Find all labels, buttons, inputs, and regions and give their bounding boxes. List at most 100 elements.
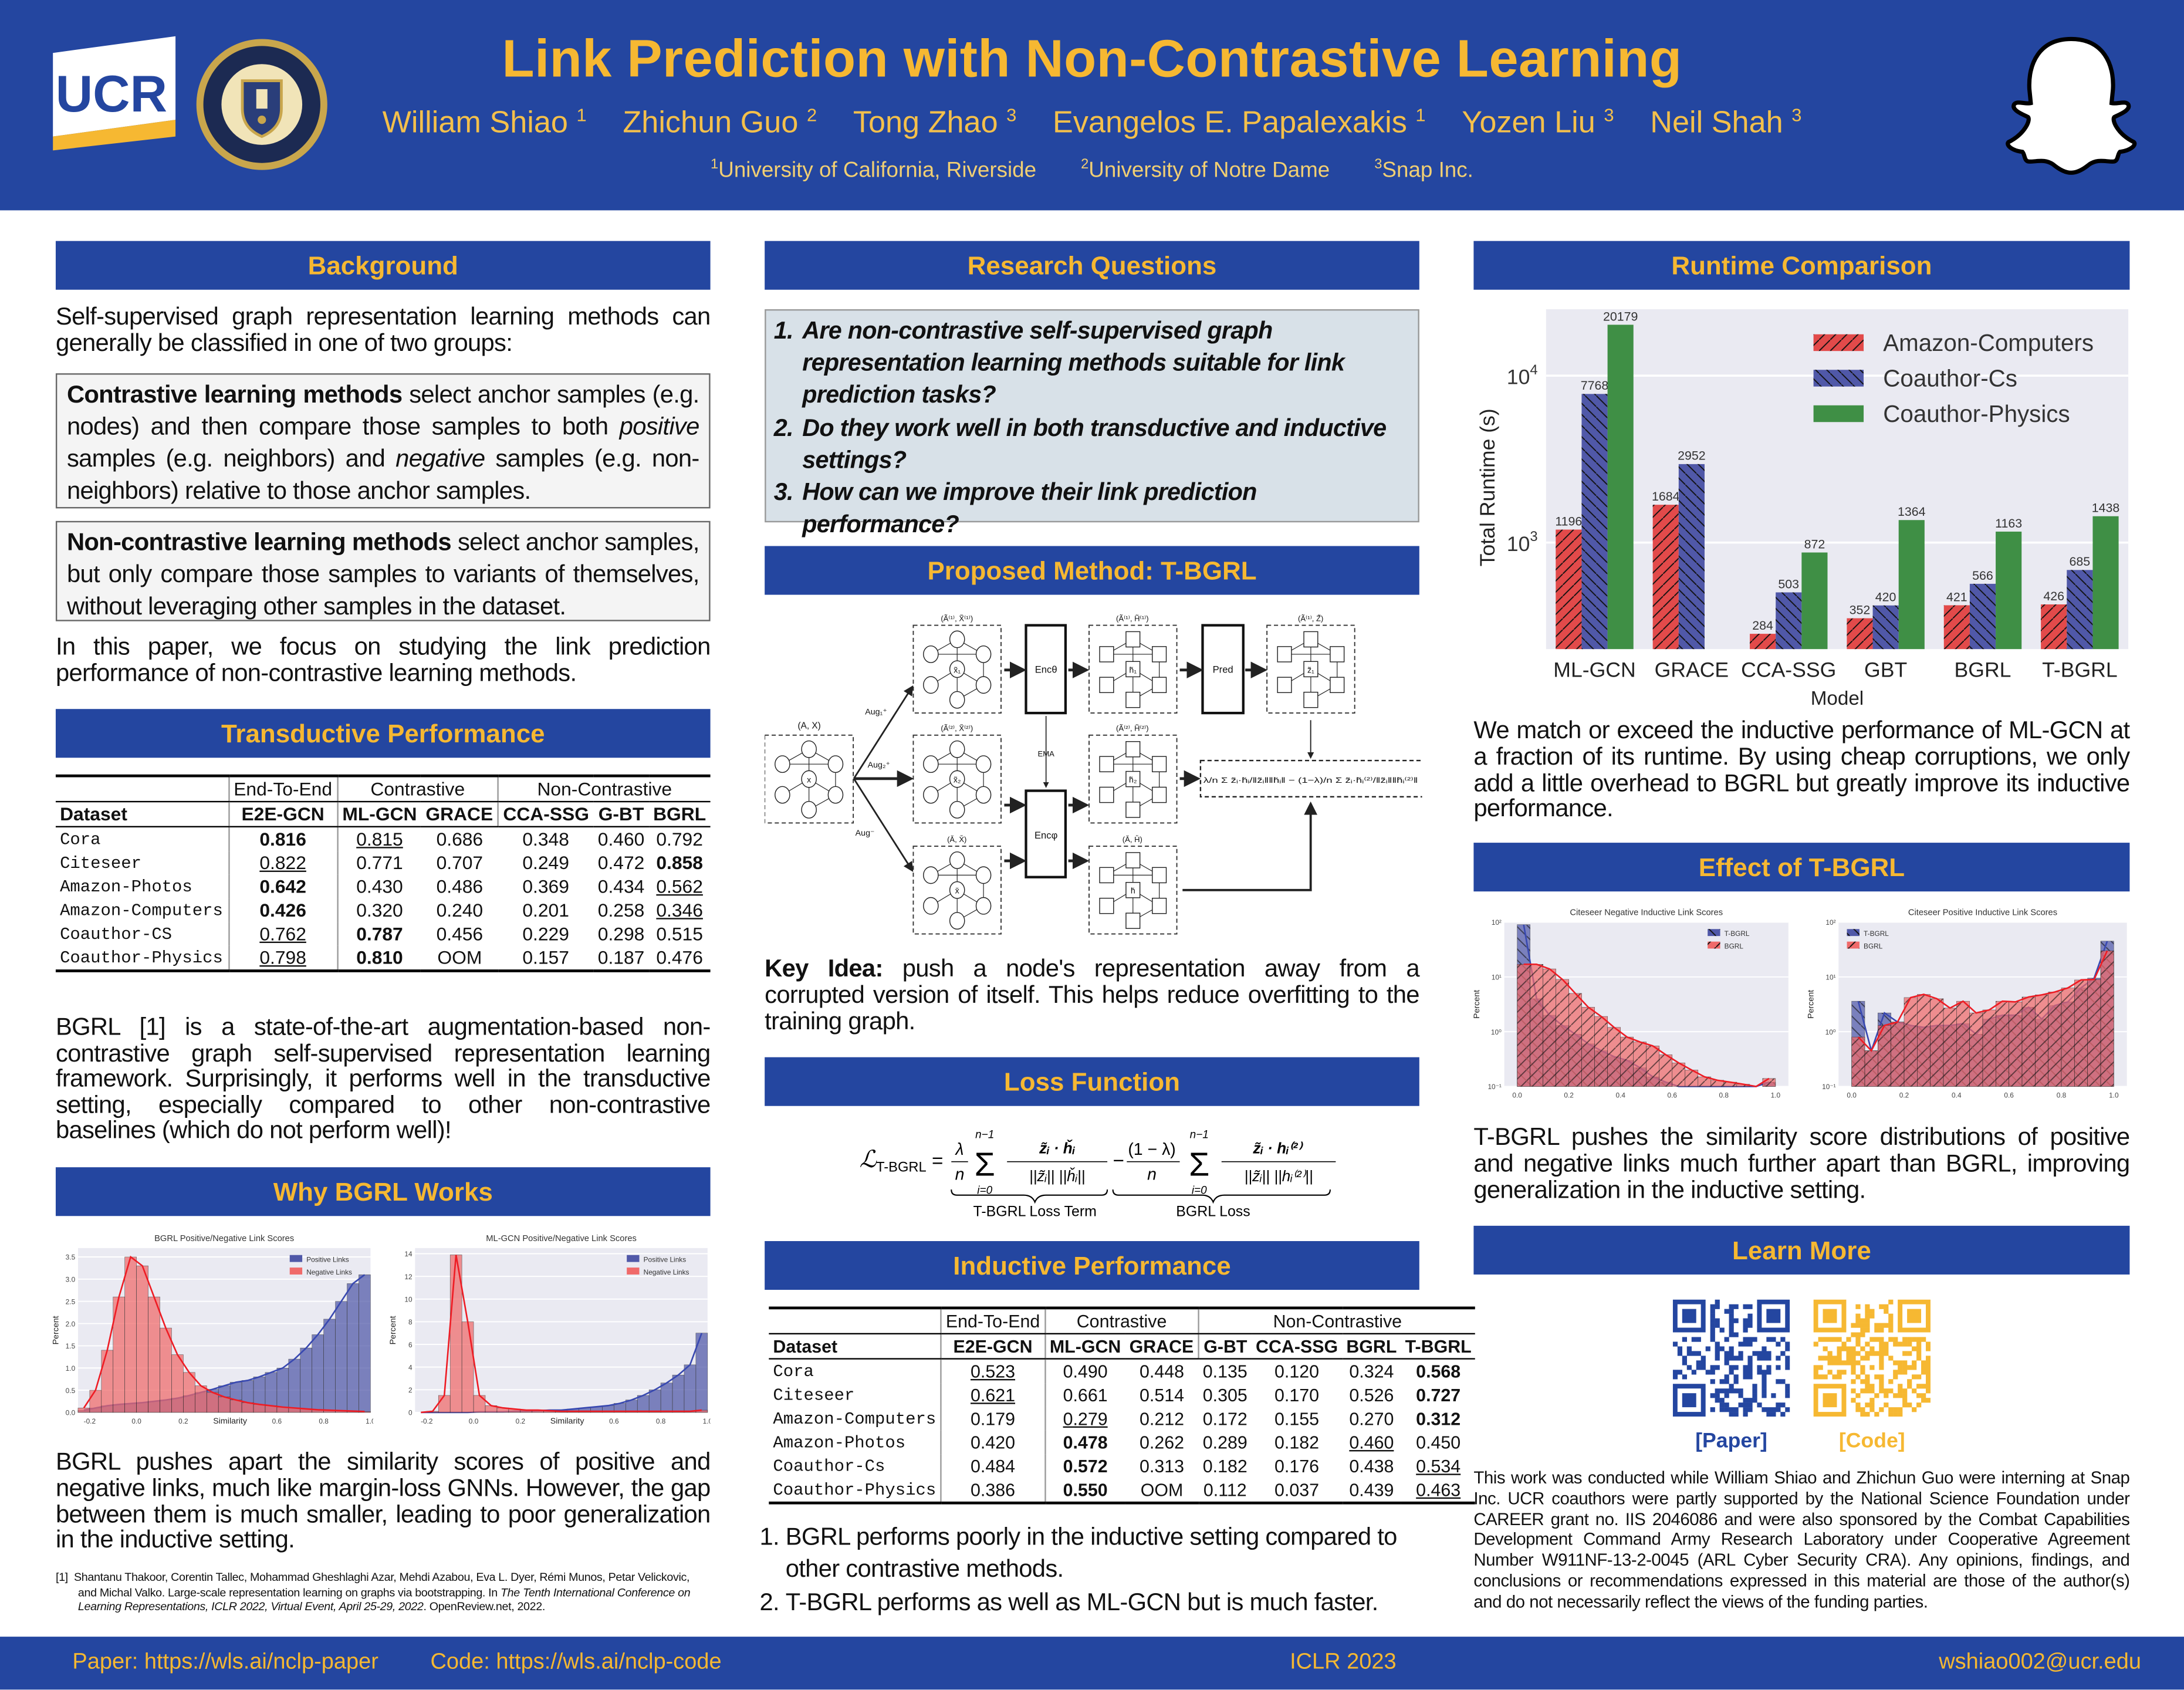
qr-module xyxy=(1766,1412,1771,1417)
qr-module xyxy=(1841,1360,1847,1365)
legend-swatch-hatch xyxy=(1813,334,1864,351)
qr-module xyxy=(1865,1379,1870,1384)
qr-module xyxy=(1729,1318,1734,1323)
email-link[interactable]: wshiao002@ucr.edu xyxy=(1939,1650,2141,1675)
qr-module xyxy=(1916,1384,1922,1389)
qr-module xyxy=(1827,1337,1833,1342)
code-link-label[interactable]: [Code] xyxy=(1838,1429,1905,1453)
qr-module xyxy=(1710,1407,1715,1412)
qr-module xyxy=(1710,1304,1715,1309)
diagram-label: (Ã⁽²⁾, H̃⁽²⁾) xyxy=(1116,724,1149,733)
notre-dame-seal xyxy=(196,39,327,170)
affiliation-name: University of Notre Dame xyxy=(1088,158,1330,182)
qr-module xyxy=(1682,1374,1688,1380)
qr-module xyxy=(1855,1323,1861,1328)
eq-coef: (1 − λ) xyxy=(1128,1140,1175,1159)
histogram-bar xyxy=(124,1256,137,1413)
qr-module xyxy=(1724,1309,1729,1314)
qr-module xyxy=(1907,1341,1912,1347)
qr-module xyxy=(1912,1365,1917,1370)
legend-label: T-BGRL xyxy=(1864,930,1889,938)
x-tick-label: 1.0 xyxy=(1771,1091,1781,1099)
qr-module xyxy=(1691,1337,1696,1342)
author: Evangelos E. Papalexakis 1 xyxy=(1053,104,1426,139)
qr-module xyxy=(1888,1379,1894,1384)
qr-module xyxy=(1747,1304,1753,1309)
legend-swatch xyxy=(627,1255,640,1262)
qr-module xyxy=(1729,1327,1734,1333)
qr-module xyxy=(1898,1360,1903,1365)
graph-node xyxy=(949,912,965,930)
table-column-header: ML-GCN xyxy=(336,802,421,827)
qr-module xyxy=(1780,1337,1786,1342)
qr-module xyxy=(1780,1412,1786,1417)
eq-coef: n xyxy=(1147,1165,1157,1184)
histogram-bar-hatch xyxy=(1904,997,1918,1087)
score-cell: 0.450 xyxy=(1416,1432,1461,1453)
legend-label: Positive Links xyxy=(644,1256,687,1264)
qr-module xyxy=(1837,1374,1842,1380)
qr-module xyxy=(1865,1309,1870,1314)
paper-link-label[interactable]: [Paper] xyxy=(1695,1429,1767,1453)
histogram-bar xyxy=(229,1400,242,1413)
qr-module xyxy=(1733,1407,1739,1412)
score-cell: 0.279 xyxy=(1044,1407,1125,1431)
qr-module xyxy=(1715,1299,1720,1304)
qr-module xyxy=(1785,1384,1790,1389)
qr-module xyxy=(1710,1309,1715,1314)
qr-module xyxy=(1888,1327,1894,1333)
ucr-logo: UCR xyxy=(53,36,176,151)
qr-module xyxy=(1813,1365,1818,1370)
code-link[interactable]: Code: https://wls.ai/nclp-code xyxy=(430,1650,722,1675)
qr-module xyxy=(1762,1351,1767,1356)
qr-module xyxy=(1912,1360,1917,1365)
score-cell: 0.187 xyxy=(593,945,649,972)
qr-module xyxy=(1762,1407,1767,1412)
qr-module xyxy=(1776,1407,1781,1412)
qr-module xyxy=(1879,1374,1884,1380)
qr-module xyxy=(1893,1370,1898,1375)
qr-module xyxy=(1710,1379,1715,1384)
qr-module xyxy=(1710,1370,1715,1375)
y-tick-label: 14 xyxy=(404,1250,413,1258)
y-tick-label: 104 xyxy=(1507,363,1538,389)
y-tick-label: 10¹ xyxy=(1825,974,1835,982)
qr-module xyxy=(1747,1356,1753,1361)
score-cell: 0.229 xyxy=(522,923,569,945)
qr-module xyxy=(1747,1313,1753,1319)
qr-module xyxy=(1846,1360,1851,1365)
bar-value-label: 352 xyxy=(1850,603,1871,617)
qr-module xyxy=(1813,1370,1818,1375)
why-bgrl-text: BGRL pushes apart the similarity scores … xyxy=(55,1447,711,1554)
score-cell: 0.456 xyxy=(436,923,484,945)
qr-module xyxy=(1837,1351,1842,1356)
histogram-bar-hatch xyxy=(1723,1082,1737,1087)
qr-module xyxy=(1733,1374,1739,1380)
table-column-header: T-BGRL xyxy=(1401,1333,1476,1360)
diagram-label: (A, X) xyxy=(797,721,820,731)
y-tick-label: 10⁻¹ xyxy=(1822,1083,1835,1091)
paper-qr-code[interactable] xyxy=(1672,1299,1790,1417)
histogram-bar xyxy=(148,1296,160,1413)
code-qr-code[interactable] xyxy=(1813,1299,1931,1417)
table-column-header: ML-GCN xyxy=(1044,1333,1125,1360)
x-tick-label: 0.8 xyxy=(319,1417,329,1425)
diagram-label: z̃₁ xyxy=(1307,665,1314,675)
acknowledgment: This work was conducted while William Sh… xyxy=(1473,1468,2130,1611)
diagram-label: Encφ xyxy=(1034,830,1058,841)
reference-text: . OpenReview.net, 2022. xyxy=(423,1599,545,1614)
table-column-header: GRACE xyxy=(1125,1333,1199,1360)
bar-coauthor-physics xyxy=(1607,325,1634,650)
eq-minus: − xyxy=(1113,1150,1124,1172)
research-question: Are non-contrastive self-supervised grap… xyxy=(800,315,1410,411)
graph-node xyxy=(975,645,992,663)
diagram-label: x̆ xyxy=(955,887,959,896)
qr-module xyxy=(1851,1356,1856,1361)
bar-hatch xyxy=(1750,634,1776,650)
histogram-bar-hatch xyxy=(1982,1009,1996,1087)
eq-numerator: z̃ᵢ · hᵢ⁽²⁾ xyxy=(1252,1139,1303,1157)
paper-link[interactable]: Paper: https://wls.ai/nclp-paper xyxy=(72,1650,378,1675)
graph-node xyxy=(949,630,965,648)
graph-node xyxy=(1152,786,1167,803)
dataset-cell: Amazon-Computers xyxy=(60,900,223,920)
